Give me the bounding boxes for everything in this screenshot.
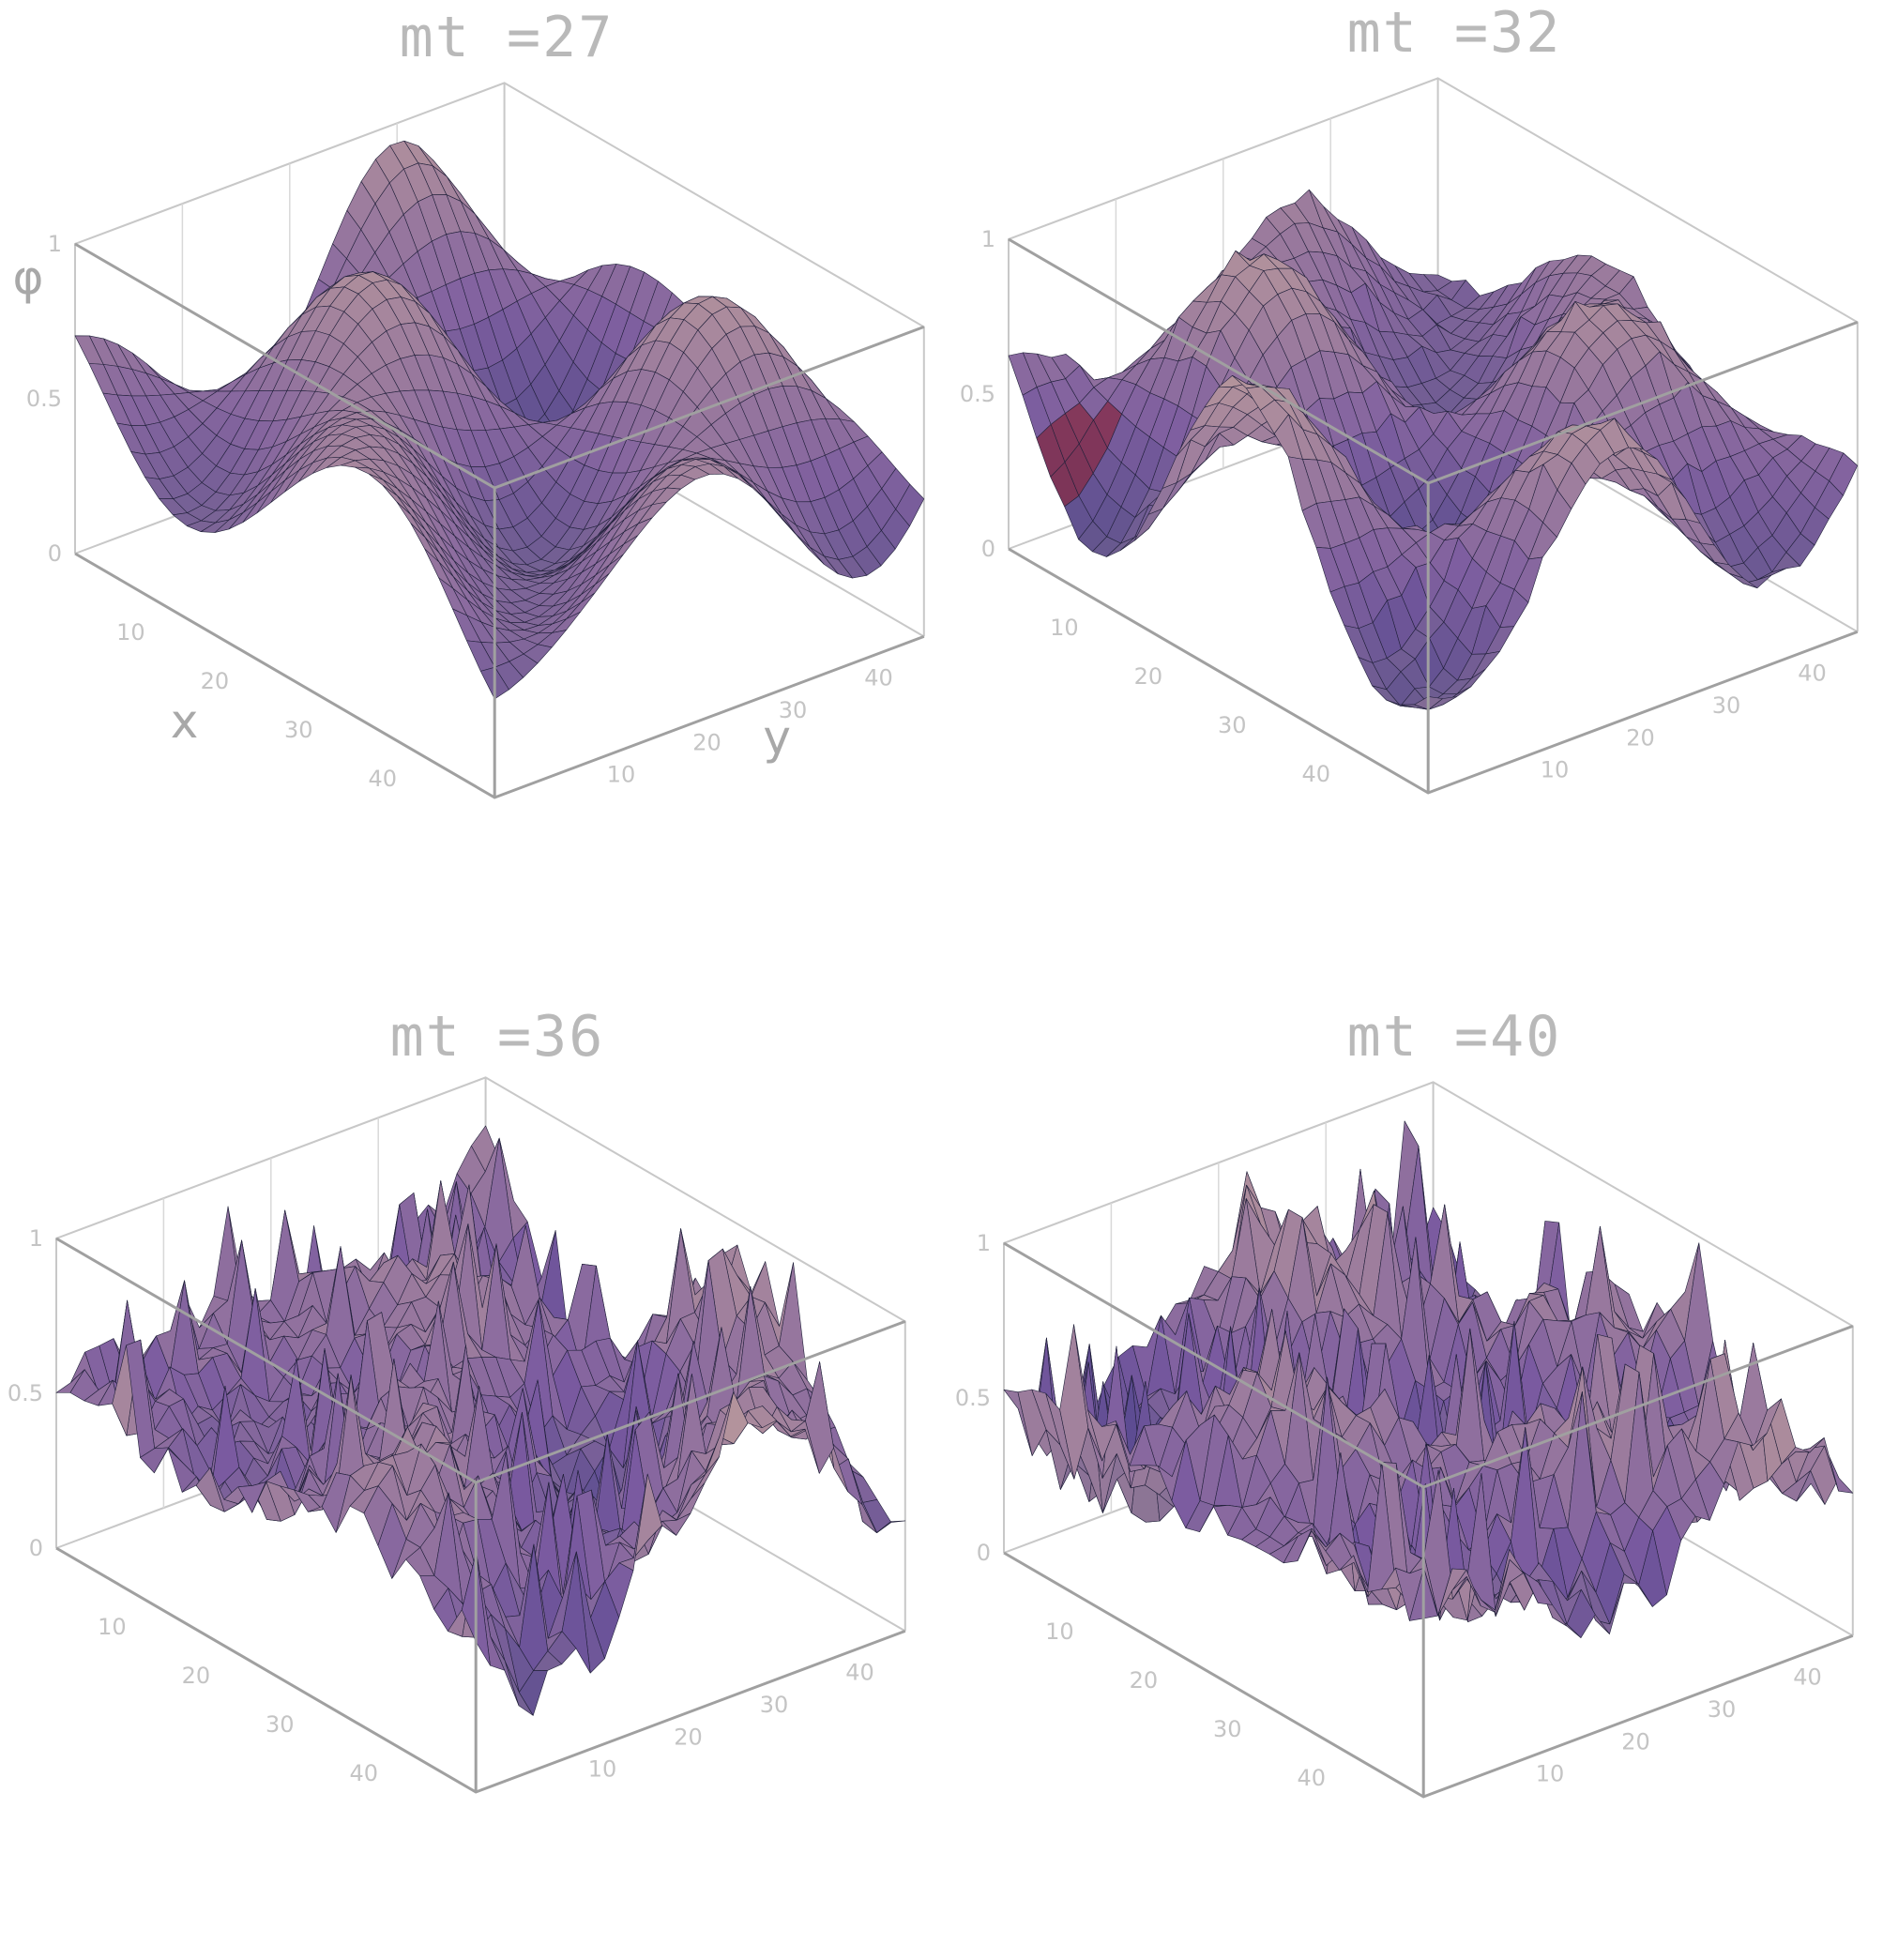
- z-tick-label: 0.5: [960, 381, 995, 407]
- x-tick-label: 20: [201, 668, 230, 694]
- z-tick-label: 0: [977, 1540, 991, 1566]
- surface-mesh: [1008, 189, 1859, 710]
- x-tick-label: 40: [1301, 761, 1330, 787]
- panel-title: mt =32: [1347, 0, 1562, 66]
- x-tick-label: 40: [349, 1760, 378, 1786]
- y-tick-label: 40: [864, 665, 893, 691]
- y-tick-label: 30: [760, 1692, 789, 1718]
- z-tick-label: 1: [48, 231, 62, 257]
- panel-mt-32: mt =32 10 20 30 40 10 20 30 40 0 0.5 1: [960, 0, 1859, 795]
- z-tick-label: 0: [981, 536, 995, 562]
- z-tick-label: 0: [48, 540, 62, 567]
- y-tick-label: 10: [607, 762, 636, 788]
- x-axis-label: x: [171, 694, 199, 749]
- y-tick-label: 20: [692, 729, 721, 755]
- x-tick-label: 20: [1130, 1667, 1159, 1694]
- z-tick-label: 0.5: [8, 1380, 43, 1406]
- surface-mesh: [1003, 1120, 1854, 1638]
- y-tick-label: 30: [1712, 692, 1741, 719]
- panel-mt-40: mt =40 10 20 30 40 10 20 30 40 0 0.5 1: [955, 1004, 1854, 1799]
- surface-mesh: [55, 1125, 906, 1716]
- panel-mt-36: mt =36 10 20 30 40 10 20 30 40 0 0.5 1: [8, 1004, 906, 1794]
- z-tick-label: 1: [977, 1230, 991, 1256]
- box-front-edges: [55, 1237, 906, 1794]
- y-tick-label: 40: [845, 1660, 874, 1686]
- x-tick-label: 20: [1134, 663, 1163, 690]
- z-tick-label: 0: [29, 1535, 43, 1561]
- x-tick-label: 30: [266, 1711, 295, 1738]
- x-tick-label: 10: [116, 619, 145, 646]
- y-tick-label: 10: [1536, 1761, 1565, 1787]
- box-front-edges: [74, 242, 925, 799]
- x-tick-label: 40: [1297, 1765, 1326, 1791]
- x-tick-label: 20: [182, 1663, 211, 1689]
- box-front-edges: [1003, 1241, 1854, 1799]
- y-tick-label: 40: [1793, 1664, 1822, 1691]
- z-tick-label: 1: [29, 1225, 43, 1252]
- x-tick-label: 10: [1050, 615, 1079, 641]
- y-tick-label: 30: [1708, 1696, 1737, 1723]
- y-tick-label: 20: [1621, 1728, 1650, 1755]
- z-axis-label: φ: [13, 251, 44, 305]
- panel-title: mt =27: [400, 5, 615, 70]
- y-tick-label: 40: [1798, 661, 1827, 687]
- y-axis-label: y: [763, 710, 791, 765]
- y-tick-label: 20: [1626, 724, 1655, 751]
- x-tick-label: 10: [1045, 1618, 1074, 1645]
- z-tick-label: 1: [981, 226, 995, 252]
- y-tick-label: 10: [588, 1756, 617, 1783]
- panel-mt-27: mt =27 10 20 30 40 10 20 30 40 0 0.5 1 x y φ: [13, 5, 925, 799]
- panel-title: mt =40: [1347, 1004, 1562, 1070]
- panel-title: mt =36: [390, 1004, 605, 1070]
- y-tick-label: 30: [779, 697, 808, 723]
- surface-mesh: [74, 140, 925, 700]
- box-front-edges: [1008, 237, 1859, 795]
- z-tick-label: 0.5: [26, 386, 62, 412]
- y-tick-label: 20: [674, 1724, 703, 1750]
- x-tick-label: 30: [284, 717, 313, 743]
- x-tick-label: 40: [368, 766, 397, 792]
- x-tick-label: 30: [1213, 1716, 1242, 1742]
- x-tick-label: 30: [1218, 712, 1247, 738]
- y-tick-label: 10: [1541, 757, 1570, 783]
- x-tick-label: 10: [98, 1614, 127, 1640]
- z-tick-label: 0.5: [955, 1385, 991, 1411]
